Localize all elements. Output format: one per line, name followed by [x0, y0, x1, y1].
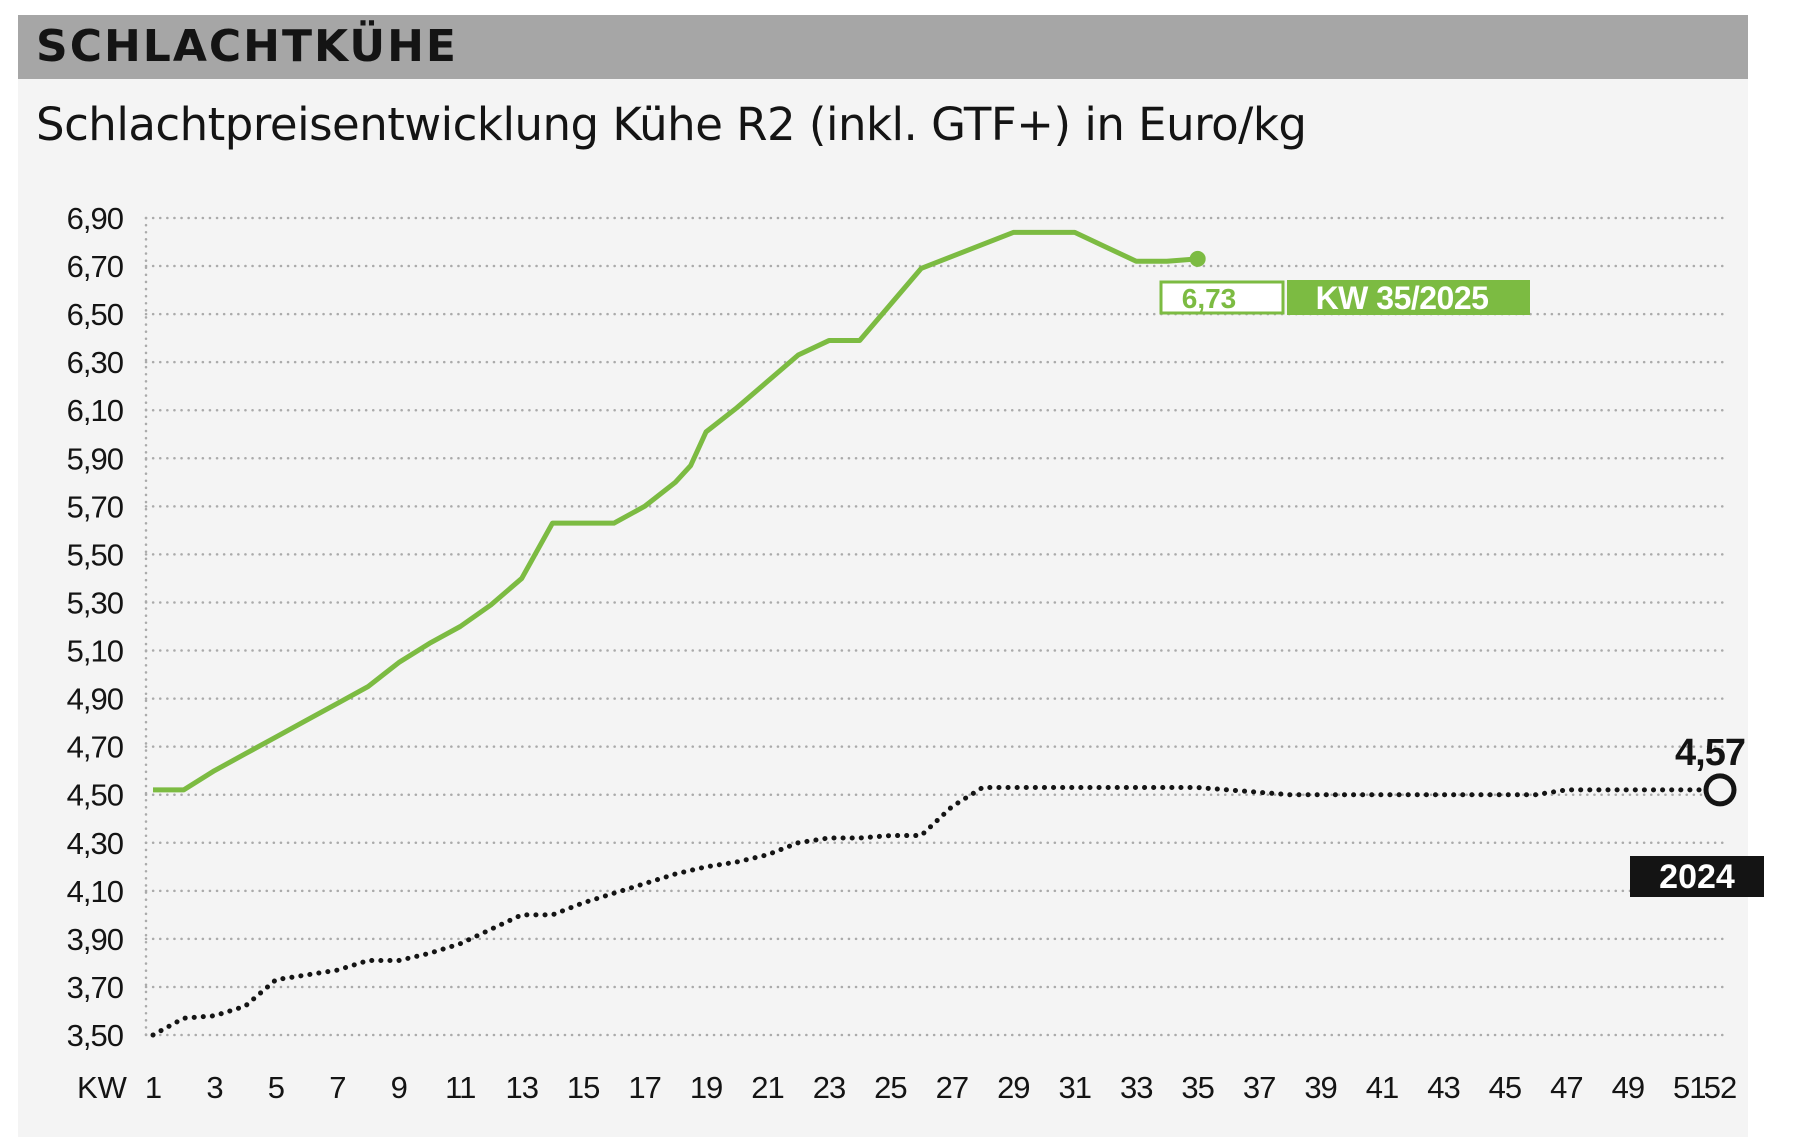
series-2025-end-marker — [1189, 250, 1206, 267]
x-tick-label: 17 — [628, 1070, 660, 1105]
series-2025-line — [153, 229, 1198, 793]
x-tick-label: 23 — [813, 1070, 845, 1105]
y-tick-label: 4,50 — [67, 778, 124, 813]
x-tick-label: 3 — [206, 1070, 222, 1105]
x-tick-label: 9 — [391, 1070, 407, 1105]
x-tick-label: 27 — [936, 1070, 968, 1105]
header-title: SCHLACHTKÜHE — [36, 21, 458, 72]
y-tick-label: 5,10 — [67, 634, 124, 669]
x-tick-label: 11 — [445, 1070, 475, 1105]
x-tick-label: 25 — [874, 1070, 906, 1105]
y-tick-label: 6,90 — [67, 201, 124, 236]
x-tick-label: 13 — [505, 1070, 537, 1105]
y-tick-label: 6,70 — [67, 249, 124, 284]
y-tick-label: 5,70 — [67, 489, 124, 524]
x-tick-label: 37 — [1243, 1070, 1275, 1105]
series-2025-badge-label: KW 35/2025 — [1316, 280, 1489, 316]
x-axis-label: KW — [77, 1070, 128, 1105]
x-tick-label: 52 — [1704, 1070, 1736, 1105]
y-tick-label: 3,90 — [67, 922, 124, 957]
series-2024-badge — [1630, 856, 1764, 897]
x-tick-label: 39 — [1304, 1070, 1336, 1105]
annotations: 6,73 KW 35/2025 4,57 2024 — [1159, 250, 1764, 897]
grid-lines — [144, 216, 1729, 1037]
y-tick-label: 4,10 — [67, 874, 124, 909]
value-2024-label: 4,57 — [1675, 732, 1745, 774]
x-tick-label: 15 — [567, 1070, 599, 1105]
y-tick-label: 4,70 — [67, 730, 124, 765]
x-tick-label: 49 — [1612, 1070, 1644, 1105]
y-tick-label: 5,90 — [67, 441, 124, 476]
x-tick-label: 41 — [1366, 1070, 1398, 1105]
series-2024-end-marker — [1703, 773, 1737, 807]
x-tick-label: 31 — [1059, 1070, 1091, 1105]
x-tick-label: 5 — [268, 1070, 284, 1105]
y-tick-label: 6,10 — [67, 393, 124, 428]
y-tick-label: 4,90 — [67, 682, 124, 717]
x-tick-label: 51 — [1673, 1070, 1705, 1105]
series-lines — [150, 229, 1723, 1038]
x-tick-label: 29 — [997, 1070, 1029, 1105]
y-tick-label: 4,30 — [67, 826, 124, 861]
y-tick-label: 5,30 — [67, 585, 124, 620]
chart-subtitle: Schlachtpreisentwicklung Kühe R2 (inkl. … — [36, 98, 1307, 151]
x-tick-label: 43 — [1427, 1070, 1459, 1105]
series-2025-badge — [1287, 280, 1530, 315]
x-tick-label: 7 — [329, 1070, 345, 1105]
x-tick-label: 35 — [1181, 1070, 1213, 1105]
y-tick-label: 6,30 — [67, 345, 124, 380]
value-2025-label: 6,73 — [1182, 283, 1237, 314]
series-2024-badge-label: 2024 — [1659, 858, 1735, 896]
y-tick-label: 5,50 — [67, 537, 124, 572]
x-tick-label: 47 — [1550, 1070, 1582, 1105]
x-tick-label: 1 — [145, 1070, 161, 1105]
y-tick-label: 3,50 — [67, 1018, 124, 1053]
x-tick-label: 45 — [1489, 1070, 1521, 1105]
x-tick-labels: KW 1 3 5 7 9 11 13 15 17 19 21 23 25 27 29 31 33 35 37 39 41 4… — [77, 1070, 1737, 1105]
chart-panel: SCHLACHTKÜHE Schlachtpreisentwicklung Kü… — [18, 15, 1748, 1137]
value-2025-box — [1159, 280, 1285, 315]
y-tick-label: 6,50 — [67, 297, 124, 332]
series-2024-line — [150, 784, 1723, 1038]
x-tick-label: 33 — [1120, 1070, 1152, 1105]
y-tick-label: 3,70 — [67, 970, 124, 1005]
y-tick-labels: 6,90 6,70 6,50 6,30 6,10 5,90 5,70 5,50 5,30 5,10… — [67, 201, 125, 1053]
header-bar: SCHLACHTKÜHE — [18, 15, 1748, 79]
x-tick-label: 21 — [751, 1070, 783, 1105]
x-tick-label: 19 — [690, 1070, 722, 1105]
